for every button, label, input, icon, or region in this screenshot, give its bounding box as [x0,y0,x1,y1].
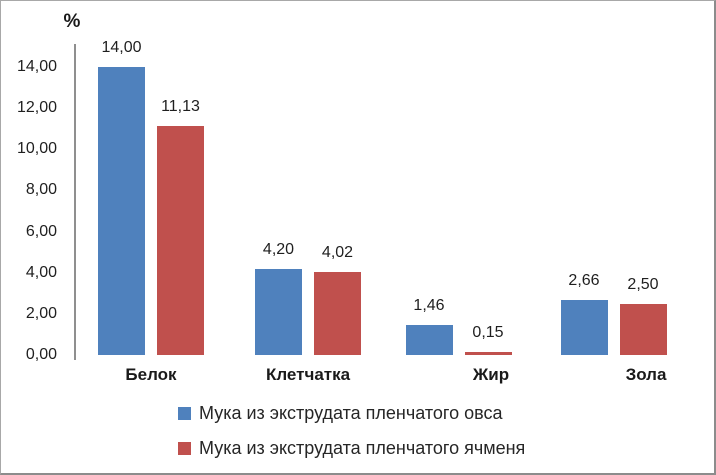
y-axis-unit-label: % [63,11,81,32]
bar [619,303,667,355]
y-tick-label: 6,00 [25,222,57,240]
legend-label: Мука из экструдата пленчатого ячменя [199,438,526,458]
legend-item: Мука из экструдата пленчатого овса [178,404,503,422]
bar-value-label: 14,00 [101,39,142,56]
category-label: Клетчатка [265,365,351,384]
y-axis-line [74,44,76,360]
bar-value-label: 4,20 [262,240,295,258]
legend-swatch-icon [178,406,191,420]
legend-swatch-icon [178,441,191,455]
legend-item: Мука из экструдата пленчатого ячменя [178,439,525,457]
bar-value-label: 1,46 [413,296,445,314]
bar [255,268,302,355]
category-label: Жир [472,365,510,384]
legend-label: Мука из экструдата пленчатого овса [199,403,503,423]
bar-value-label: 2,66 [568,272,600,290]
y-tick-label: 12,00 [16,99,57,117]
bar [464,351,512,355]
bar [314,272,361,355]
y-tick-label: 4,00 [25,263,57,281]
y-tick-label: 2,00 [25,304,57,322]
y-tick-label: 10,00 [16,140,57,158]
bar-value-label: 11,13 [161,98,200,116]
bar [560,300,608,355]
y-tick-label: 8,00 [25,181,57,199]
bar-value-label: 4,02 [321,244,354,262]
y-tick-label: 14,00 [16,58,57,75]
bar-value-label: 0,15 [472,323,504,341]
bar [405,324,453,355]
bar [157,126,204,355]
bar-value-label: 2,50 [627,275,659,293]
y-tick-label: 0,00 [25,346,57,363]
category-label: Зола [625,365,667,384]
bar [98,67,145,355]
category-label: Белок [125,365,177,384]
